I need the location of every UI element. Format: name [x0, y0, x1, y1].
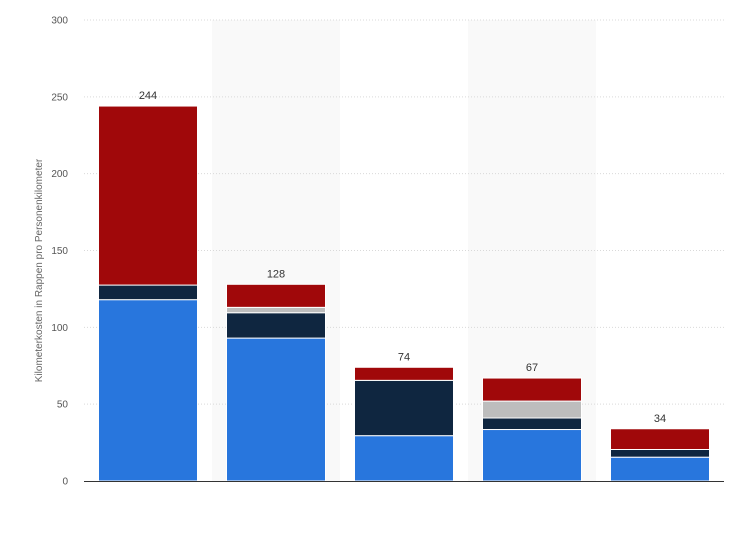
y-tick-label: 100 [51, 323, 68, 334]
bar-segment [354, 366, 454, 381]
bar-segment [354, 435, 454, 482]
total-label: 67 [526, 362, 538, 374]
bar-segment [482, 400, 582, 419]
bar-segment [610, 448, 710, 458]
y-tick-label: 150 [51, 246, 68, 257]
bar-segment [610, 456, 710, 482]
total-label: 34 [654, 413, 666, 425]
bar-segment [226, 306, 326, 314]
bar-segment [354, 379, 454, 437]
bar-segment [610, 428, 710, 450]
bar-segment [482, 377, 582, 402]
bar-segment [98, 284, 198, 301]
y-tick-label: 200 [51, 169, 68, 180]
bar-segment [482, 429, 582, 482]
y-tick-label: 250 [51, 92, 68, 103]
bar-segment [98, 299, 198, 482]
bar-segment [226, 337, 326, 482]
bar-segment [98, 105, 198, 286]
y-tick-label: 50 [57, 400, 69, 411]
bar-stacks [98, 105, 710, 482]
total-label: 244 [139, 90, 157, 102]
y-axis-title: Kilometerkosten in Rappen pro Personenki… [34, 158, 45, 382]
total-label: 128 [267, 268, 285, 280]
bar-segment [226, 283, 326, 308]
total-value-labels: 244 128 74 67 34 [139, 90, 666, 425]
total-label: 74 [398, 351, 410, 363]
y-tick-label: 300 [51, 16, 68, 27]
y-tick-label: 0 [62, 477, 68, 488]
bar-segment [226, 312, 326, 339]
bar-segment [482, 417, 582, 431]
y-axis-tick-labels: 0 50 100 150 200 250 300 [51, 16, 68, 488]
